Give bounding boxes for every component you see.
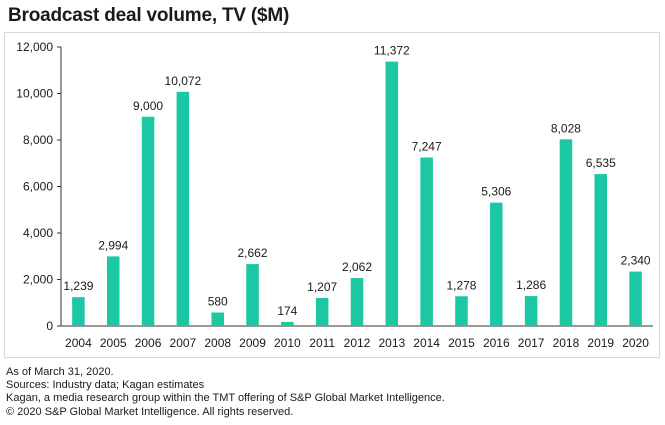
data-label: 174	[277, 304, 297, 318]
y-tick-label: 4,000	[23, 226, 53, 240]
x-tick-label: 2006	[135, 336, 162, 350]
bar	[490, 202, 503, 326]
data-label: 1,207	[307, 280, 337, 294]
chart-title: Broadcast deal volume, TV ($M)	[8, 5, 290, 26]
data-label: 10,072	[165, 74, 202, 88]
x-tick-label: 2012	[344, 336, 371, 350]
footnote-as-of: As of March 31, 2020.	[6, 366, 114, 378]
bar	[594, 174, 608, 326]
bar	[281, 321, 294, 326]
x-tick-label: 2008	[204, 336, 231, 350]
x-tick-label: 2017	[518, 336, 545, 350]
bar	[524, 296, 538, 326]
data-label: 11,372	[374, 44, 410, 58]
x-tick-label: 2016	[483, 336, 510, 350]
bar	[72, 297, 85, 326]
bar	[176, 91, 190, 326]
bar	[455, 296, 468, 326]
data-label: 2,062	[342, 260, 372, 274]
y-tick-label: 2,000	[23, 273, 53, 287]
data-label: 5,306	[481, 185, 511, 199]
bar-chart: 0 2,000 4,000 6,000 8,000 10,000 12,000 1,239 20…	[16, 40, 653, 350]
chart-frame: 0 2,000 4,000 6,000 8,000 10,000 12,000 1,239 20…	[4, 32, 660, 358]
x-tick-label: 2005	[100, 336, 127, 350]
bar	[350, 278, 364, 326]
x-tick-label: 2011	[309, 336, 335, 350]
x-tick-label: 2014	[413, 336, 440, 350]
x-tick-label: 2004	[65, 336, 92, 350]
x-tick-label: 2009	[239, 336, 266, 350]
data-label: 1,286	[516, 278, 546, 292]
data-label: 580	[208, 295, 228, 309]
data-label: 9,000	[133, 99, 163, 113]
y-tick-label: 6,000	[23, 180, 53, 194]
footnote-sources: Sources: Industry data; Kagan estimates	[6, 379, 205, 392]
y-tick-label: 12,000	[16, 40, 53, 54]
x-tick-label: 2015	[448, 336, 475, 350]
data-label: 2,662	[238, 246, 268, 260]
bar	[106, 256, 120, 326]
data-label: 2,340	[621, 254, 651, 268]
data-label: 7,247	[412, 140, 442, 154]
x-tick-label: 2019	[587, 336, 614, 350]
data-label: 1,239	[63, 279, 93, 293]
y-tick-label: 0	[46, 319, 53, 333]
data-label: 6,535	[586, 156, 616, 170]
bar	[559, 139, 573, 326]
bar	[420, 157, 433, 326]
bar	[141, 116, 155, 326]
bar	[246, 264, 259, 326]
footnote-kagan: Kagan, a media research group within the…	[6, 392, 445, 405]
data-label: 8,028	[551, 121, 581, 135]
bar	[385, 61, 399, 326]
x-tick-label: 2007	[170, 336, 197, 350]
y-tick-label: 10,000	[16, 87, 53, 101]
x-tick-label: 2018	[553, 336, 580, 350]
bar	[211, 312, 224, 326]
y-tick-label: 8,000	[23, 133, 53, 147]
data-label: 2,994	[98, 238, 128, 252]
bar	[315, 297, 329, 326]
data-label: 1,278	[446, 278, 476, 292]
x-tick-label: 2010	[274, 336, 301, 350]
footnotes: As of March 31, 2020. Sources: Industry …	[6, 366, 445, 419]
x-tick-label: 2013	[378, 336, 405, 350]
x-tick-label: 2020	[622, 336, 649, 350]
footnote-copyright: © 2020 S&P Global Market Intelligence. A…	[6, 405, 294, 418]
bar	[629, 271, 642, 326]
